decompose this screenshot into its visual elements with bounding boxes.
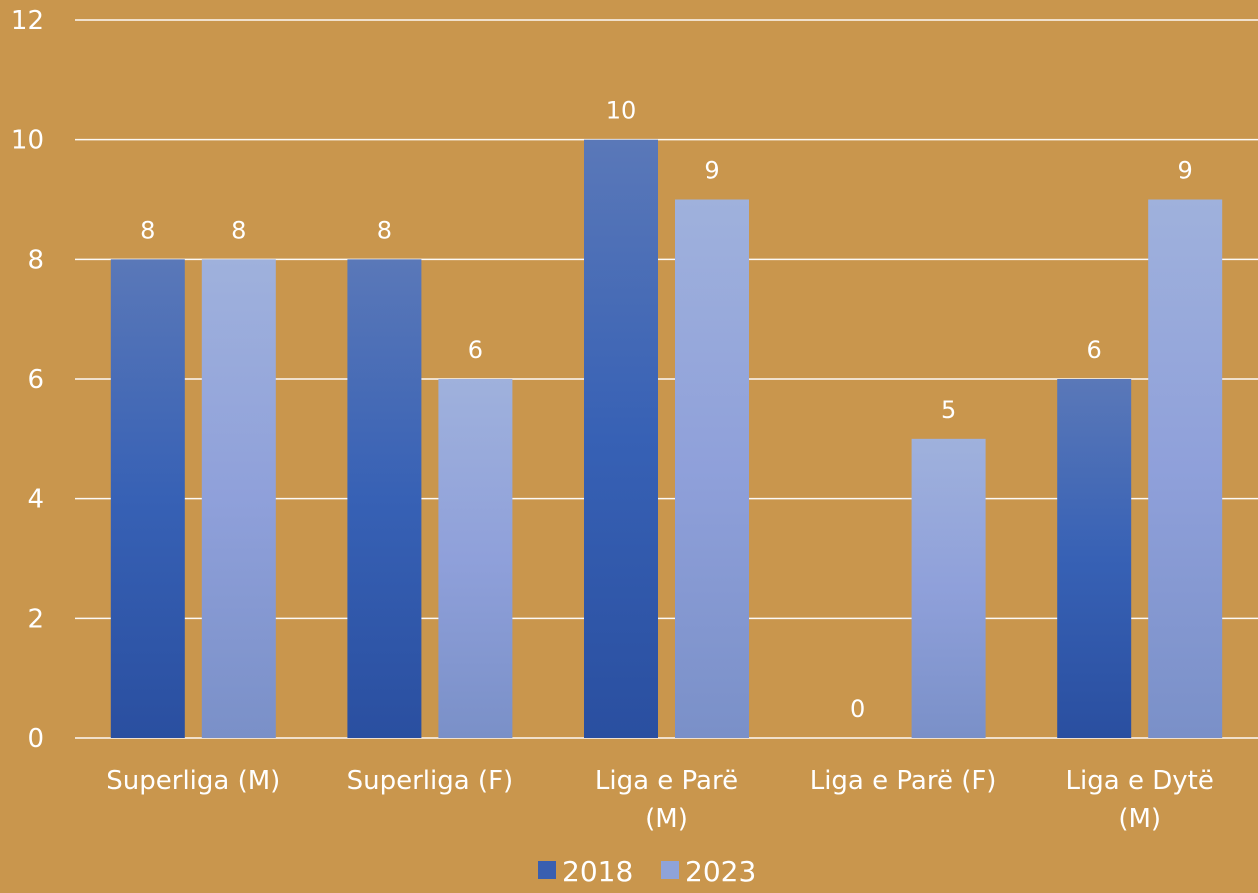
y-tick-label: 0	[27, 724, 44, 754]
legend-label-2018: 2018	[562, 855, 633, 888]
y-tick-label: 6	[27, 365, 44, 395]
legend: 2018 2023	[538, 855, 756, 888]
x-category-label: Liga e Parë (F)	[810, 766, 997, 796]
legend-swatch-2023	[661, 861, 679, 879]
bars	[110, 139, 1223, 738]
bar-2018	[347, 259, 422, 738]
data-label-2023: 9	[704, 157, 719, 185]
data-label-2023: 6	[468, 336, 483, 364]
bar-2023	[911, 438, 986, 738]
y-tick-label: 12	[11, 6, 44, 36]
y-axis-tick-labels: 0 2 4 6 8 10 12	[11, 6, 44, 754]
y-tick-label: 10	[11, 126, 44, 156]
data-label-2023: 5	[941, 396, 956, 424]
bar-2018	[1057, 379, 1132, 738]
data-label-2023: 8	[231, 216, 246, 244]
data-label-2018: 6	[1087, 336, 1102, 364]
bar-2023	[1148, 199, 1223, 738]
data-label-2018: 10	[606, 97, 637, 125]
y-tick-label: 4	[27, 485, 44, 515]
data-label-2018: 8	[377, 216, 392, 244]
x-category-label: Liga e Parë	[595, 766, 738, 796]
legend-label-2023: 2023	[685, 855, 756, 888]
bar-2018	[110, 259, 185, 738]
bar-2023	[201, 259, 276, 738]
data-label-2023: 9	[1178, 157, 1193, 185]
x-category-label: Superliga (F)	[347, 766, 514, 796]
x-axis-category-labels: Superliga (M) Superliga (F) Liga e Parë (M)…	[106, 766, 1214, 834]
x-category-label: (M)	[645, 804, 688, 834]
bar-2023	[675, 199, 749, 738]
bar-2023	[438, 379, 513, 738]
x-category-label: Liga e Dytë	[1066, 766, 1214, 796]
y-tick-label: 2	[27, 604, 44, 634]
legend-swatch-2018	[538, 861, 556, 879]
data-labels: 8 8 8 6 10 9 0 5 6 9	[140, 97, 1193, 723]
data-label-2018: 8	[140, 216, 155, 244]
y-tick-label: 8	[27, 245, 44, 275]
x-category-label: (M)	[1118, 804, 1161, 834]
bar-2018	[584, 139, 658, 738]
data-label-2018: 0	[850, 695, 865, 723]
x-category-label: Superliga (M)	[106, 766, 280, 796]
